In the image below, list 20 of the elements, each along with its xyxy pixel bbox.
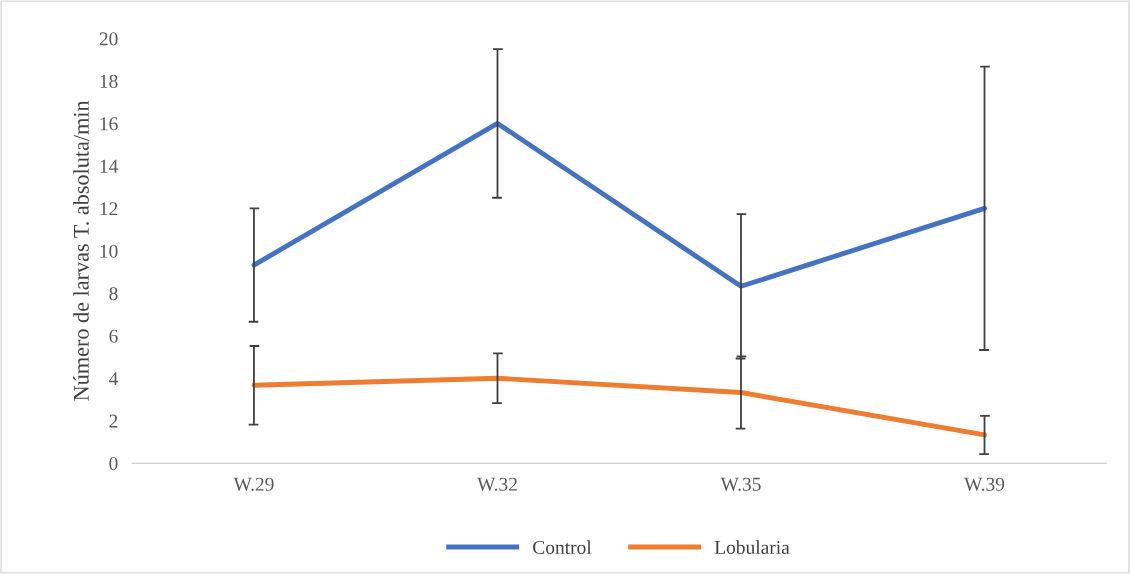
- y-tick-label: 10: [100, 244, 118, 258]
- y-tick-label: 14: [100, 159, 119, 173]
- y-tick-label: 16: [100, 117, 118, 131]
- x-tick-label: W.39: [964, 477, 1005, 491]
- legend-label: Lobularia: [714, 540, 790, 554]
- x-tick-label: W.32: [477, 477, 517, 491]
- y-tick-label: 12: [100, 202, 118, 216]
- y-tick-label: 0: [109, 457, 118, 471]
- y-tick-label: 6: [109, 329, 118, 343]
- y-tick-label: 2: [109, 414, 118, 428]
- y-tick-label: 8: [109, 287, 118, 301]
- legend-label: Control: [533, 540, 592, 554]
- line-series: [251, 120, 987, 289]
- y-tick-label: 4: [108, 372, 119, 386]
- x-tick-label: W.29: [233, 477, 274, 491]
- line-series: [251, 375, 987, 438]
- y-tick-label: 18: [100, 74, 118, 88]
- y-axis-title: Número de larvas T. absoluta/min: [73, 100, 89, 401]
- y-tick-label: 20: [99, 32, 118, 46]
- x-tick-label: W.35: [720, 477, 761, 491]
